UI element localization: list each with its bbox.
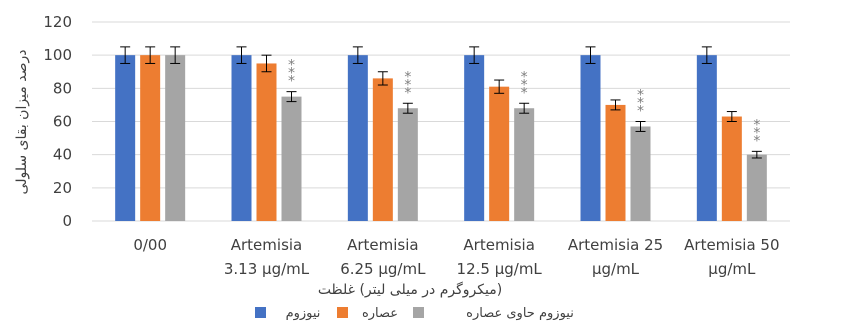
significance-star: *	[288, 58, 295, 74]
bar	[746, 154, 767, 221]
bar	[489, 86, 510, 221]
bar	[165, 55, 186, 221]
legend-label: عصاره	[362, 306, 398, 321]
x-category-label: Artemisia	[463, 236, 535, 254]
bar	[281, 96, 302, 221]
significance-star: *	[404, 85, 411, 101]
legend: نیوزوم عصاره نیوزوم حاوی عصاره	[255, 306, 574, 321]
bar	[514, 108, 535, 221]
y-tick-label: 0	[62, 212, 72, 230]
bar	[256, 63, 277, 222]
significance-star: *	[753, 125, 760, 141]
x-category-label: Artemisia	[231, 236, 303, 254]
y-tick-label: 120	[43, 13, 72, 31]
bar	[464, 55, 485, 221]
bar	[580, 55, 601, 221]
significance-star: *	[521, 85, 528, 101]
bars: ***************	[115, 46, 767, 222]
bar	[721, 116, 742, 221]
y-axis-label: درصد میزان بقای سلولی	[14, 50, 30, 195]
y-tick-label: 20	[53, 179, 72, 197]
x-category-label: 3.13 µg/mL	[224, 260, 310, 278]
x-axis-label: (میکروگرم در میلی لیتر) غلظت	[318, 281, 502, 298]
significance-star: *	[637, 96, 644, 112]
significance-star: *	[753, 117, 760, 133]
legend-label: نیوزوم	[286, 306, 321, 321]
significance-star: *	[288, 74, 295, 90]
significance-star: *	[637, 88, 644, 104]
significance-star: *	[521, 77, 528, 93]
bar	[347, 55, 368, 221]
legend-swatch	[413, 307, 424, 318]
x-category-label: µg/mL	[708, 260, 756, 278]
gridlines	[92, 21, 790, 222]
bar	[605, 104, 626, 221]
significance-star: *	[404, 77, 411, 93]
legend-swatch	[337, 307, 348, 318]
x-category-label: 12.5 µg/mL	[457, 260, 543, 278]
y-axis-ticks: 0 20 40 60 80 100 120	[43, 13, 72, 230]
bar	[696, 55, 717, 221]
x-category-label: Artemisia 25	[568, 236, 663, 254]
bar	[397, 108, 418, 221]
bar	[231, 55, 252, 221]
x-category-label: µg/mL	[592, 260, 640, 278]
bar	[140, 55, 161, 221]
y-tick-label: 80	[53, 79, 72, 97]
significance-star: *	[404, 69, 411, 85]
bar	[372, 78, 393, 221]
bar	[630, 126, 651, 221]
x-axis-categories: 0/00 Artemisia 3.13 µg/mL Artemisia 6.25 µg/…	[133, 236, 779, 278]
significance-star: *	[753, 133, 760, 149]
y-tick-label: 40	[53, 146, 72, 164]
x-category-label: 6.25 µg/mL	[340, 260, 426, 278]
significance-star: *	[288, 66, 295, 82]
y-tick-label: 60	[53, 113, 72, 131]
bar	[115, 55, 136, 221]
y-tick-label: 100	[43, 46, 72, 64]
significance-star: *	[637, 104, 644, 120]
x-category-label: 0/00	[133, 236, 167, 254]
x-category-label: Artemisia 50	[684, 236, 779, 254]
x-category-label: Artemisia	[347, 236, 419, 254]
legend-swatch	[255, 307, 266, 318]
legend-label: نیوزوم حاوی عصاره	[466, 306, 574, 321]
significance-star: *	[521, 69, 528, 85]
